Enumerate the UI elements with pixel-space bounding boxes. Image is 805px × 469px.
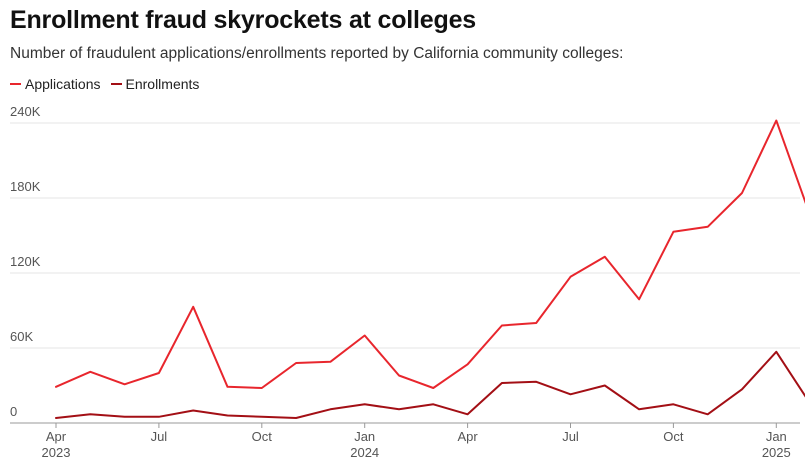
data-point-applications bbox=[89, 371, 91, 373]
data-point-enrollments bbox=[501, 382, 503, 384]
data-point-applications bbox=[535, 322, 537, 324]
x-tick-label: Oct bbox=[663, 429, 684, 444]
data-point-applications bbox=[192, 306, 194, 308]
data-point-enrollments bbox=[89, 413, 91, 415]
x-tick-label: Apr bbox=[46, 429, 67, 444]
data-point-enrollments bbox=[261, 416, 263, 418]
data-point-applications bbox=[364, 335, 366, 337]
data-point-enrollments bbox=[535, 381, 537, 383]
y-tick-label: 180K bbox=[10, 179, 41, 194]
series-line-applications bbox=[55, 119, 805, 389]
legend-item-applications: Applications bbox=[10, 76, 101, 92]
data-point-applications bbox=[158, 372, 160, 374]
data-point-applications bbox=[432, 387, 434, 389]
y-tick-label: 60K bbox=[10, 329, 33, 344]
data-point-enrollments bbox=[741, 388, 743, 390]
data-point-applications bbox=[707, 226, 709, 228]
x-tick-year-label: 2024 bbox=[350, 445, 379, 460]
data-point-applications bbox=[638, 298, 640, 300]
chart-legend: Applications Enrollments bbox=[10, 76, 199, 92]
data-point-applications bbox=[501, 325, 503, 327]
x-tick-label: Jul bbox=[151, 429, 168, 444]
x-tick-label: Apr bbox=[457, 429, 478, 444]
data-point-enrollments bbox=[329, 408, 331, 410]
data-point-applications bbox=[295, 362, 297, 364]
data-point-enrollments bbox=[227, 415, 229, 417]
data-point-enrollments bbox=[638, 408, 640, 410]
data-point-applications bbox=[398, 375, 400, 377]
data-point-applications bbox=[124, 383, 126, 385]
legend-label-enrollments: Enrollments bbox=[125, 76, 200, 92]
x-tick-year-label: 2025 bbox=[762, 445, 791, 460]
data-point-applications bbox=[467, 363, 469, 365]
series-line-enrollments bbox=[55, 350, 805, 419]
data-point-enrollments bbox=[295, 417, 297, 419]
data-point-enrollments bbox=[364, 403, 366, 405]
data-point-enrollments bbox=[432, 403, 434, 405]
x-tick-label: Jul bbox=[562, 429, 579, 444]
data-point-enrollments bbox=[467, 413, 469, 415]
legend-swatch-enrollments bbox=[110, 83, 122, 85]
data-point-applications bbox=[775, 120, 777, 122]
y-tick-label: 120K bbox=[10, 254, 41, 269]
data-point-applications bbox=[261, 387, 263, 389]
data-point-enrollments bbox=[398, 408, 400, 410]
data-point-applications bbox=[570, 276, 572, 278]
legend-label-applications: Applications bbox=[25, 76, 101, 92]
x-tick-label: Oct bbox=[252, 429, 273, 444]
data-point-enrollments bbox=[775, 351, 777, 353]
data-point-enrollments bbox=[158, 416, 160, 418]
chart-subtitle: Number of fraudulent applications/enroll… bbox=[10, 45, 624, 62]
x-tick-label: Jan bbox=[354, 429, 375, 444]
data-point-applications bbox=[329, 361, 331, 363]
data-point-enrollments bbox=[124, 416, 126, 418]
legend-item-enrollments: Enrollments bbox=[110, 76, 200, 92]
data-point-applications bbox=[227, 386, 229, 388]
y-tick-label: 240K bbox=[10, 104, 41, 119]
data-point-enrollments bbox=[707, 413, 709, 415]
x-tick-year-label: 2023 bbox=[42, 445, 71, 460]
legend-swatch-applications bbox=[10, 83, 21, 85]
data-point-applications bbox=[741, 192, 743, 194]
chart-title: Enrollment fraud skyrockets at colleges bbox=[10, 6, 476, 34]
data-point-applications bbox=[604, 256, 606, 258]
x-tick-label: Jan bbox=[766, 429, 787, 444]
data-point-enrollments bbox=[570, 393, 572, 395]
y-tick-label: 0 bbox=[10, 404, 17, 419]
data-point-applications bbox=[55, 386, 57, 388]
data-point-enrollments bbox=[672, 403, 674, 405]
data-point-applications bbox=[672, 231, 674, 233]
data-point-enrollments bbox=[192, 410, 194, 412]
data-point-enrollments bbox=[55, 417, 57, 419]
data-point-enrollments bbox=[604, 385, 606, 387]
